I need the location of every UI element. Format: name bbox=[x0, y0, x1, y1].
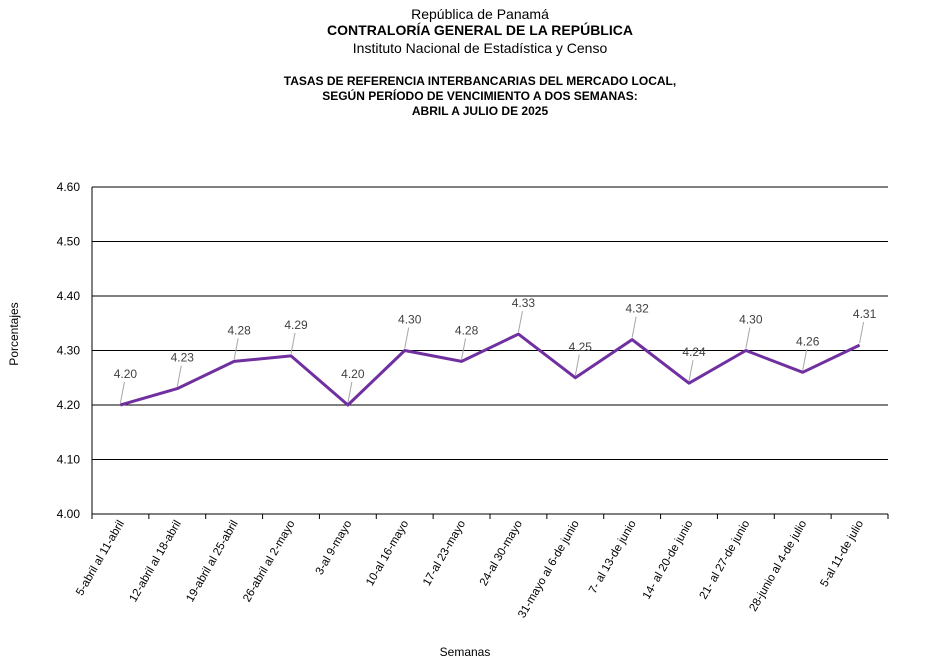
x-tick-label: 14- al 20-de junio bbox=[641, 519, 696, 602]
header-institution: CONTRALORÍA GENERAL DE LA REPÚBLICA bbox=[327, 22, 633, 38]
data-labels: 4.20 4.23 4.28 4.29 4.20 4.30 4.28 4.33 4.25 4.32… bbox=[114, 296, 877, 404]
y-tick-label: 4.40 bbox=[57, 289, 81, 303]
x-tick-label: 28-junio al 4-de julio bbox=[747, 519, 809, 614]
x-tick-label: 26-abril al 2-mayo bbox=[241, 519, 297, 605]
y-tick-label: 4.50 bbox=[57, 235, 81, 249]
y-tick-label: 4.00 bbox=[57, 507, 81, 521]
data-label-leader bbox=[517, 311, 523, 333]
data-label: 4.30 bbox=[398, 313, 422, 327]
y-tick-label: 4.10 bbox=[57, 453, 81, 467]
x-axis-title: Semanas bbox=[440, 645, 491, 659]
data-label: 4.28 bbox=[455, 323, 479, 337]
data-label-leader bbox=[347, 381, 353, 404]
x-tick-label: 5-abril al 11-abril bbox=[74, 519, 127, 598]
x-tick-label: 31-mayo al 6-de junio bbox=[516, 519, 582, 621]
y-tick-label: 4.60 bbox=[57, 180, 81, 194]
data-label: 4.23 bbox=[171, 351, 195, 365]
data-label-leader bbox=[574, 354, 580, 376]
y-axis-title: Porcentajes bbox=[7, 302, 21, 365]
data-label-leader bbox=[688, 360, 694, 382]
data-label: 4.20 bbox=[341, 367, 365, 381]
y-tick-label: 4.20 bbox=[57, 398, 81, 412]
data-label: 4.32 bbox=[625, 302, 649, 316]
chart-title-line-3: ABRIL A JULIO DE 2025 bbox=[411, 104, 549, 118]
y-tick-labels: 4.00 4.10 4.20 4.30 4.40 4.50 4.60 bbox=[57, 180, 81, 521]
x-tick-label: 3-al 9-mayo bbox=[314, 519, 355, 578]
data-label-leader bbox=[745, 327, 751, 349]
data-label: 4.24 bbox=[682, 345, 706, 359]
chart-title-line-1: TASAS DE REFERENCIA INTERBANCARIAS DEL M… bbox=[283, 74, 677, 88]
data-label-leader bbox=[404, 327, 410, 349]
header-country: República de Panamá bbox=[411, 6, 549, 22]
data-label-leader bbox=[119, 381, 125, 404]
data-label-leader bbox=[233, 338, 239, 360]
x-tick-label: 12-abril al 18-abril bbox=[127, 519, 183, 605]
data-label: 4.33 bbox=[512, 296, 536, 310]
data-label: 4.30 bbox=[739, 313, 763, 327]
x-category-labels: 5-abril al 11-abril 12-abril al 18-abril 1… bbox=[74, 514, 889, 621]
x-tick-label: 5-al 11-de julio bbox=[818, 519, 866, 590]
data-label: 4.28 bbox=[227, 323, 251, 337]
gridlines bbox=[91, 186, 888, 515]
header-institute: Instituto Nacional de Estadística y Cens… bbox=[352, 40, 608, 56]
data-label-leader bbox=[802, 349, 808, 371]
chart-title-line-2: SEGÚN PERÍODO DE VENCIMIENTO A DOS SEMAN… bbox=[322, 89, 638, 103]
data-label: 4.26 bbox=[796, 334, 820, 348]
x-tick-label: 10-al 16-mayo bbox=[364, 519, 411, 589]
series-line bbox=[119, 332, 861, 407]
data-label: 4.25 bbox=[569, 340, 593, 354]
data-label-leader bbox=[176, 365, 182, 387]
x-tick-label: 24-al 30-mayo bbox=[478, 519, 525, 589]
data-label: 4.29 bbox=[284, 318, 308, 332]
x-tick-label: 19-abril al 25-abril bbox=[184, 519, 240, 605]
data-label-leader bbox=[290, 332, 296, 355]
x-tick-label: 17-al 23-mayo bbox=[421, 519, 468, 589]
data-label: 4.20 bbox=[114, 367, 138, 381]
x-tick-label: 7- al 13-de junio bbox=[587, 519, 639, 596]
series-polyline bbox=[119, 332, 861, 407]
y-tick-label: 4.30 bbox=[57, 344, 81, 358]
data-label-leader bbox=[461, 338, 467, 360]
data-label: 4.31 bbox=[853, 307, 877, 321]
data-label-leader bbox=[631, 316, 637, 338]
data-label-leader bbox=[859, 321, 865, 344]
x-tick-label: 21- al 27-de junio bbox=[698, 519, 753, 602]
